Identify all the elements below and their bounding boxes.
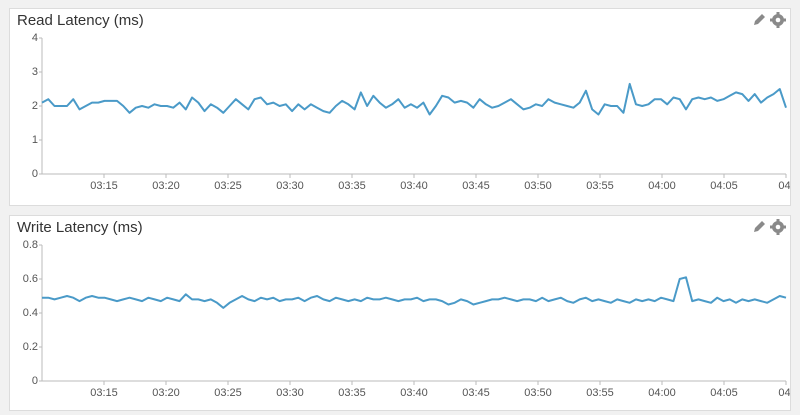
x-tick-label: 03:15	[90, 180, 118, 192]
panel	[9, 8, 791, 206]
y-tick-label: 4	[32, 32, 38, 44]
chart: Read Latency (ms) 0 1 2 3 4 03:15 03:20 03:25 03:…	[17, 12, 793, 192]
x-tick-label: 03:25	[214, 387, 242, 399]
chart-title: Write Latency (ms)	[17, 219, 143, 236]
y-tick-label: 0.4	[23, 307, 38, 319]
x-tick-label: 03:40	[400, 180, 428, 192]
x-tick-label: 03:45	[462, 387, 490, 399]
data-line	[42, 276, 787, 309]
x-tick-label: 04:05	[710, 180, 738, 192]
x-tick-label: 03:20	[152, 180, 180, 192]
x-tick-label: 03:45	[462, 180, 490, 192]
settings-icon[interactable]	[770, 12, 786, 28]
y-tick-label: 1	[32, 134, 38, 146]
x-tick-label: 04:	[778, 180, 793, 192]
x-tick-label: 03:30	[276, 387, 304, 399]
data-line	[41, 82, 787, 116]
chart-title: Read Latency (ms)	[17, 12, 144, 29]
edit-icon[interactable]	[754, 221, 765, 232]
y-tick-label: 0.6	[23, 273, 38, 285]
x-tick-label: 03:40	[400, 387, 428, 399]
y-tick-label: 2	[32, 100, 38, 112]
x-tick-label: 03:50	[524, 387, 552, 399]
y-tick-label: 0	[32, 168, 38, 180]
x-tick-label: 03:55	[586, 387, 614, 399]
y-tick-label: 3	[32, 66, 38, 78]
y-tick-label: 0.2	[23, 341, 38, 353]
x-tick-label: 03:50	[524, 180, 552, 192]
edit-icon[interactable]	[754, 14, 765, 25]
x-tick-label: 04:00	[648, 387, 676, 399]
y-tick-label: 0	[32, 375, 38, 387]
x-tick-label: 04:05	[710, 387, 738, 399]
x-tick-label: 04:00	[648, 180, 676, 192]
x-tick-label: 03:30	[276, 180, 304, 192]
settings-icon[interactable]	[770, 219, 786, 235]
x-tick-label: 03:35	[338, 387, 366, 399]
panel	[9, 215, 791, 411]
x-tick-label: 03:15	[90, 387, 118, 399]
y-tick-label: 0.8	[23, 239, 38, 251]
x-tick-label: 03:20	[152, 387, 180, 399]
x-tick-label: 03:35	[338, 180, 366, 192]
x-tick-label: 04:	[778, 387, 793, 399]
x-tick-label: 03:25	[214, 180, 242, 192]
chart: Write Latency (ms) 0 0.2 0.4 0.6 0.8 03:15 03:2…	[17, 219, 793, 399]
x-tick-label: 03:55	[586, 180, 614, 192]
